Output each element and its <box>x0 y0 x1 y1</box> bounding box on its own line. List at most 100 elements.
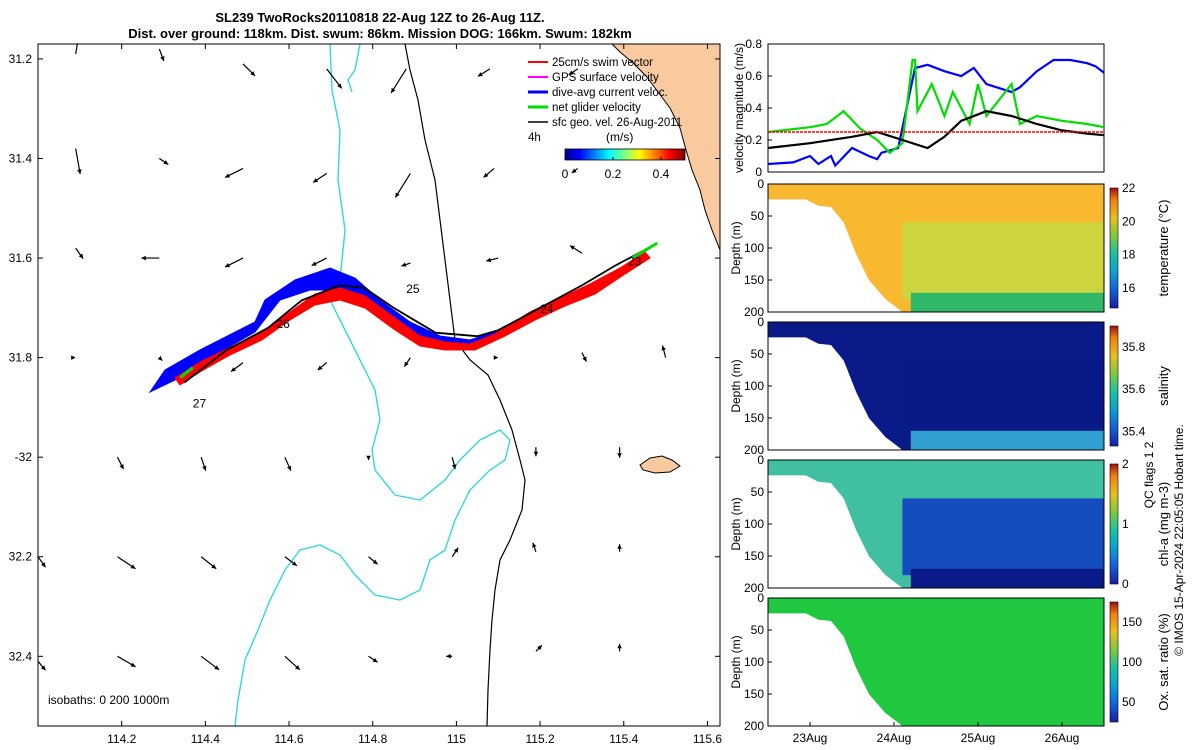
map-ytick-label: 32.4 <box>9 649 33 663</box>
section-colorbar-tick: 150 <box>1122 615 1142 629</box>
isobath-1000m-upper <box>347 44 361 93</box>
map-ytick-label: 32.2 <box>9 550 33 564</box>
net-velocity-segment <box>179 366 194 379</box>
day-label-26: 26 <box>276 317 290 331</box>
sfc-geo-arrow <box>569 245 583 254</box>
sfc-geo-vectors <box>34 44 667 671</box>
velocity-ytick-label: 0.6 <box>745 69 762 83</box>
legend-gps: GPS surface velocity <box>552 72 659 84</box>
map-panel: 23 24 25 26 27 114.2 114.4 114.6 114.8 115 11… <box>9 43 722 746</box>
section-colorbar-tick: 16 <box>1122 281 1136 295</box>
section-ytick-label: 0 <box>757 591 764 605</box>
sfc-geo-arrow <box>38 556 46 568</box>
sfc-geo-arrow <box>117 556 136 570</box>
section-temperature: 0 50 100 150 200 Depth (m) 16 18 20 22 temperature… <box>729 177 1171 319</box>
map-xtick-label: 114.6 <box>274 732 303 746</box>
sfc-geo-arrow <box>451 547 459 558</box>
section-ytick-label: 200 <box>744 443 764 457</box>
section-salinity: 0 50 100 150 200 Depth (m) 35.4 35.6 35.8 salinit… <box>729 315 1171 457</box>
sfc-geo-arrow <box>326 68 343 89</box>
rottnest-island <box>639 455 681 474</box>
map-background <box>38 44 720 726</box>
colorbar-tick-label: 0 <box>562 167 569 181</box>
map-xtick-label: 115.2 <box>526 732 555 746</box>
section-ytick-label: 200 <box>744 719 764 733</box>
section-xtick-label: 26Aug <box>1045 731 1080 745</box>
section-bottom-layer <box>910 706 1104 726</box>
sfc-geo-arrow <box>532 542 537 552</box>
sfc-geo-arrow <box>159 157 169 165</box>
sfc-geo-arrow <box>535 644 543 652</box>
colorbar-label: (m/s) <box>606 130 633 144</box>
section-ytick-label: 0 <box>757 453 764 467</box>
sfc-geo-arrow <box>317 362 328 371</box>
section-ytick-label: 150 <box>744 273 764 287</box>
velocity-ytick-label: 0 <box>755 165 762 179</box>
sfc-geo-arrow <box>311 257 327 267</box>
section-colorbar-tick: 18 <box>1122 248 1136 262</box>
legend-swim: 25cm/s swim vector <box>552 57 653 69</box>
section-colorbar <box>1109 187 1119 309</box>
map-xtick-label: 114.4 <box>191 732 220 746</box>
velocity-y-axis: 0 0.2 0.4 0.6 0.8 <box>745 37 772 179</box>
sfc-geo-arrow <box>75 247 84 259</box>
sfc-geo-arrow <box>477 68 491 77</box>
section-xtick-label: 24Aug <box>877 731 912 745</box>
sfc-geo-arrow <box>284 456 292 471</box>
map-ytick-label: 31.6 <box>9 251 33 265</box>
sfc-geo-arrow <box>533 447 539 457</box>
section-deep-layer <box>902 498 1104 576</box>
section-ytick-label: 0 <box>757 315 764 329</box>
velocity-ytick-label: 0.2 <box>745 133 762 147</box>
swim-vector-polygon <box>174 251 651 386</box>
colorbar-tick-label: 0.2 <box>605 167 622 181</box>
colorbar-tick-label: 0.4 <box>653 167 670 181</box>
sfc-geo-arrow <box>230 362 244 373</box>
speed-colorbar <box>564 148 686 161</box>
section-ylabel: Depth (m) <box>729 359 743 412</box>
section-ytick-label: 50 <box>751 209 765 223</box>
section-nodata <box>768 613 869 726</box>
sfc-geo-arrow <box>200 655 220 671</box>
title-line-2: Dist. over ground: 118km. Dist. swum: 86… <box>128 26 632 41</box>
sfc-geo-arrow <box>394 173 411 198</box>
section-xtick-label: 25Aug <box>961 731 996 745</box>
sfc-geo-arrow <box>617 544 622 552</box>
section-colorbar-label: salinity <box>1156 366 1171 406</box>
sfc-geo-arrow <box>38 660 46 671</box>
section-colorbar-tick: 1 <box>1122 517 1129 531</box>
section-deep-layer <box>902 360 1104 438</box>
land-mass <box>611 44 720 251</box>
section-colorbar <box>1109 325 1119 447</box>
section-colorbar-tick: 22 <box>1122 181 1136 195</box>
section-ytick-label: 50 <box>751 347 765 361</box>
sfc-geo-arrow <box>157 355 163 362</box>
sfc-geo-arrow <box>34 455 38 460</box>
sfc-geo-arrow <box>284 556 298 567</box>
sfc-geo-arrow <box>368 655 378 663</box>
section-nodata <box>768 199 869 312</box>
section-bottom-layer <box>910 292 1104 312</box>
section-ytick-label: 200 <box>744 581 764 595</box>
map-ytick-label: -32 <box>15 450 33 464</box>
title-line-1: SL239 TwoRocks20110818 22-Aug 12Z to 26-… <box>215 10 544 25</box>
section-ytick-label: 50 <box>751 485 765 499</box>
map-xtick-label: 114.8 <box>358 732 387 746</box>
section-ytick-label: 150 <box>744 411 764 425</box>
map-x-axis: 114.2 114.4 114.6 114.8 115 115.2 115.4 115.6 <box>107 44 722 746</box>
velocity-series-line <box>767 58 1105 168</box>
sfc-geo-arrow <box>617 447 622 458</box>
section-colorbar-label: temperature (°C) <box>1156 200 1171 297</box>
section-ytick-label: 100 <box>744 517 764 531</box>
sfc-geo-arrow <box>581 352 587 362</box>
sfc-geo-arrow <box>116 456 125 470</box>
section-colorbar-label: Ox. sat. ratio (%) <box>1156 613 1171 711</box>
legend-note: 4h <box>528 132 541 144</box>
section-bottom-layer <box>910 568 1104 588</box>
map-y-axis: 31.2 31.4 31.6 31.8 -32 32.2 32.4 <box>9 52 720 663</box>
sfc-geo-arrow <box>75 148 82 175</box>
sfc-geo-arrow <box>451 457 457 470</box>
section-colorbar-tick: 2 <box>1122 457 1129 471</box>
section-ytick-label: 100 <box>744 241 764 255</box>
